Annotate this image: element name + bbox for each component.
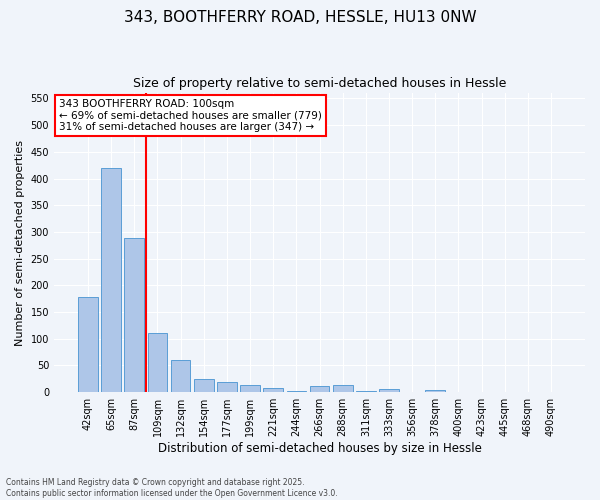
- Title: Size of property relative to semi-detached houses in Hessle: Size of property relative to semi-detach…: [133, 78, 506, 90]
- Bar: [124, 238, 144, 392]
- Text: 343 BOOTHFERRY ROAD: 100sqm
← 69% of semi-detached houses are smaller (779)
31% : 343 BOOTHFERRY ROAD: 100sqm ← 69% of sem…: [59, 99, 322, 132]
- Bar: [101, 168, 121, 392]
- Bar: [194, 379, 214, 392]
- Bar: [356, 390, 376, 392]
- Bar: [263, 388, 283, 392]
- Bar: [287, 390, 306, 392]
- Bar: [171, 360, 190, 392]
- Bar: [148, 334, 167, 392]
- Bar: [78, 297, 98, 392]
- Y-axis label: Number of semi-detached properties: Number of semi-detached properties: [15, 140, 25, 346]
- Text: Contains HM Land Registry data © Crown copyright and database right 2025.
Contai: Contains HM Land Registry data © Crown c…: [6, 478, 338, 498]
- Bar: [240, 386, 260, 392]
- Text: 343, BOOTHFERRY ROAD, HESSLE, HU13 0NW: 343, BOOTHFERRY ROAD, HESSLE, HU13 0NW: [124, 10, 476, 25]
- Bar: [425, 390, 445, 392]
- Bar: [310, 386, 329, 392]
- Bar: [217, 382, 237, 392]
- X-axis label: Distribution of semi-detached houses by size in Hessle: Distribution of semi-detached houses by …: [158, 442, 481, 455]
- Bar: [333, 386, 353, 392]
- Bar: [379, 389, 399, 392]
